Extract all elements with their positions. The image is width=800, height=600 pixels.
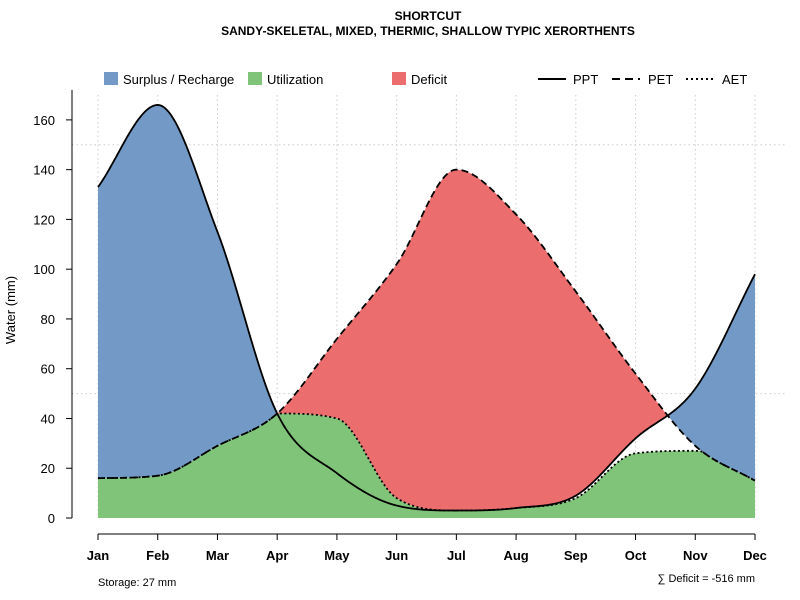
- x-tick-label: Nov: [683, 548, 708, 563]
- x-tick-label: Dec: [743, 548, 767, 563]
- legend-label-surplus: Surplus / Recharge: [123, 72, 234, 87]
- x-tick-label: Apr: [266, 548, 288, 563]
- y-tick-label: 120: [33, 212, 55, 227]
- axes: 0 20 40 60 80 100 120 140 160 Jan Feb Mar Apr May Jun J…: [33, 89, 767, 563]
- aet-line: [97, 412, 756, 512]
- y-tick-label: 40: [41, 411, 55, 426]
- legend-label-ppt: PPT: [573, 72, 598, 87]
- y-tick-label: 100: [33, 262, 55, 277]
- lines: [97, 104, 756, 512]
- x-tick-label: Jul: [447, 548, 466, 563]
- legend-swatch-surplus: [104, 72, 118, 85]
- pet-line: [97, 168, 756, 482]
- legend-label-aet: AET: [722, 72, 747, 87]
- deficit-annotation: ∑ Deficit = -516 mm: [658, 573, 755, 585]
- legend-swatch-deficit: [392, 72, 406, 85]
- chart-title: SHORTCUT: [395, 9, 462, 23]
- ppt-line: [97, 104, 756, 512]
- x-tick-label: Jun: [385, 548, 408, 563]
- y-tick-label: 20: [41, 461, 55, 476]
- y-tick-label: 0: [48, 511, 55, 526]
- y-axis-label: Water (mm): [3, 276, 18, 344]
- x-tick-label: Sep: [564, 548, 588, 563]
- x-tick-label: Aug: [503, 548, 528, 563]
- legend-label-pet: PET: [648, 72, 673, 87]
- x-tick-label: Jan: [87, 548, 109, 563]
- y-tick-label: 80: [41, 312, 55, 327]
- x-tick-label: Oct: [625, 548, 647, 563]
- x-tick-label: Mar: [206, 548, 229, 563]
- x-tick-label: May: [324, 548, 350, 563]
- x-tick-label: Feb: [146, 548, 169, 563]
- y-tick-label: 160: [33, 113, 55, 128]
- legend: Surplus / Recharge Utilization Deficit P…: [104, 72, 747, 87]
- deficit-area: [98, 104, 755, 511]
- y-tick-label: 60: [41, 362, 55, 377]
- legend-label-utilization: Utilization: [267, 72, 323, 87]
- chart-subtitle: SANDY-SKELETAL, MIXED, THERMIC, SHALLOW …: [221, 24, 635, 38]
- legend-swatch-utilization: [248, 72, 262, 85]
- legend-label-deficit: Deficit: [411, 72, 448, 87]
- y-tick-label: 140: [33, 163, 55, 178]
- surplus-area: [98, 104, 755, 481]
- storage-annotation: Storage: 27 mm: [98, 577, 176, 589]
- utilization-area: [98, 413, 755, 518]
- areas: [98, 104, 755, 518]
